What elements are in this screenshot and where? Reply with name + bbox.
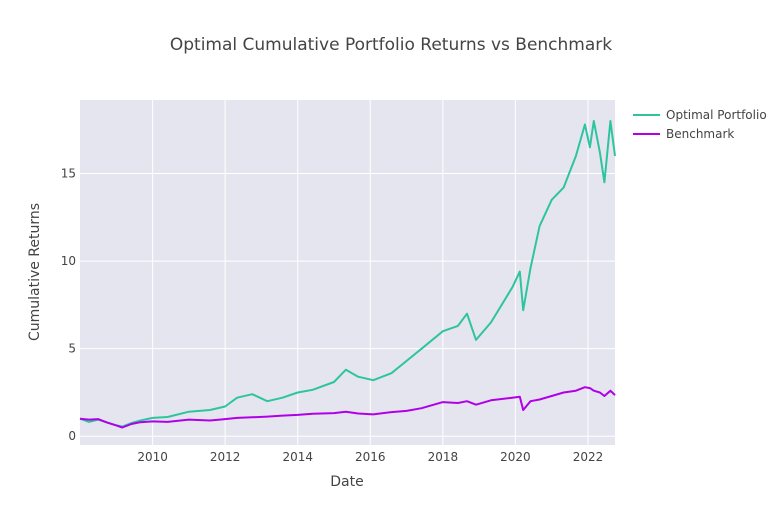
y-tick-label: 10 [61, 254, 76, 268]
chart-title: Optimal Cumulative Portfolio Returns vs … [170, 35, 612, 55]
y-tick-label: 0 [68, 429, 76, 443]
y-tick-label: 15 [61, 167, 76, 181]
x-axis-title: Date [330, 474, 363, 490]
plot-area [80, 100, 615, 445]
legend-item-optimal-portfolio[interactable]: Optimal Portfolio [633, 108, 767, 122]
y-axis: 0 5 10 15 [61, 167, 76, 444]
x-tick-label: 2018 [428, 450, 459, 464]
x-axis: 2010 2012 2014 2016 2018 2020 2022 [137, 450, 603, 464]
series-line-optimal-portfolio[interactable] [79, 120, 616, 428]
legend-label-optimal-portfolio: Optimal Portfolio [666, 108, 767, 122]
x-tick-label: 2022 [573, 450, 604, 464]
x-tick-label: 2014 [282, 450, 313, 464]
x-tick-label: 2020 [500, 450, 531, 464]
grid [80, 100, 615, 445]
x-tick-label: 2010 [137, 450, 168, 464]
series-layer [79, 120, 616, 429]
legend-item-benchmark[interactable]: Benchmark [633, 127, 734, 141]
x-tick-label: 2016 [355, 450, 386, 464]
x-tick-label: 2012 [210, 450, 241, 464]
series-line-benchmark[interactable] [79, 386, 616, 429]
y-axis-title: Cumulative Returns [27, 203, 43, 341]
y-tick-label: 5 [68, 342, 76, 356]
legend: Optimal Portfolio Benchmark [633, 108, 767, 141]
legend-label-benchmark: Benchmark [666, 127, 734, 141]
